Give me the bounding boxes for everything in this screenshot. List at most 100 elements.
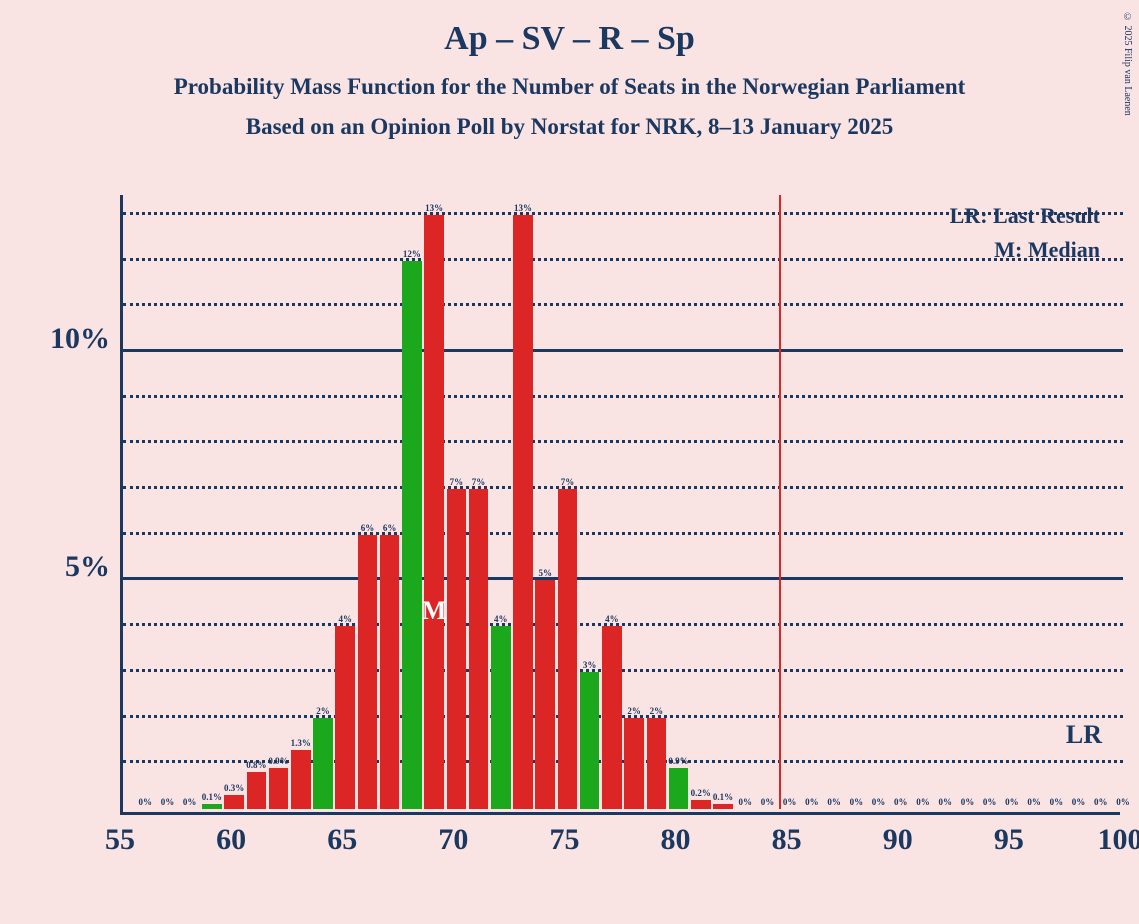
bar xyxy=(535,580,555,809)
bar-value-label: 0.2% xyxy=(691,788,711,798)
chart-subtitle-1: Probability Mass Function for the Number… xyxy=(0,58,1139,100)
bar-value-label: 0.1% xyxy=(713,792,733,802)
bar-value-label: 0% xyxy=(850,797,864,807)
bar-value-label: 0% xyxy=(761,797,775,807)
bar-value-label: 0% xyxy=(916,797,930,807)
bar xyxy=(647,718,667,809)
bar xyxy=(291,750,311,809)
bar-value-label: 7% xyxy=(472,477,486,487)
gridline-minor xyxy=(123,440,1123,443)
bar xyxy=(447,489,467,809)
bar xyxy=(691,800,711,809)
bar-value-label: 0% xyxy=(1027,797,1041,807)
bar-value-label: 4% xyxy=(338,614,352,624)
bar xyxy=(558,489,578,809)
bar-value-label: 0% xyxy=(872,797,886,807)
gridline-minor xyxy=(123,258,1123,261)
x-axis-label: 85 xyxy=(772,823,802,857)
bar-value-label: 6% xyxy=(383,523,397,533)
chart-area: 0%0%0%0.1%0.3%0.8%0.9%1.3%2%4%6%6%12%13%… xyxy=(120,195,1120,815)
gridline-minor xyxy=(123,395,1123,398)
bar-value-label: 5% xyxy=(538,568,552,578)
x-axis-label: 55 xyxy=(105,823,135,857)
bar xyxy=(202,804,222,809)
legend-last-result: LR: Last Result xyxy=(950,203,1100,229)
gridline-minor xyxy=(123,486,1123,489)
bar-value-label: 0.1% xyxy=(202,792,222,802)
gridline-minor xyxy=(123,669,1123,672)
bar xyxy=(358,535,378,809)
bar xyxy=(669,768,689,809)
chart-title: Ap – SV – R – Sp xyxy=(0,0,1139,58)
bar-value-label: 2% xyxy=(650,706,664,716)
bar-value-label: 7% xyxy=(561,477,575,487)
bar-value-label: 0% xyxy=(138,797,152,807)
bar-value-label: 0% xyxy=(827,797,841,807)
bar-value-label: 0% xyxy=(961,797,975,807)
bar-value-label: 0.9% xyxy=(668,756,688,766)
bar xyxy=(624,718,644,809)
bar-value-label: 0% xyxy=(161,797,175,807)
bar-value-label: 0% xyxy=(1050,797,1064,807)
x-axis-label: 100 xyxy=(1098,823,1139,857)
x-axis-label: 90 xyxy=(883,823,913,857)
bar-value-label: 0% xyxy=(805,797,819,807)
bar xyxy=(402,261,422,809)
bar-value-label: 2% xyxy=(627,706,641,716)
bar xyxy=(224,795,244,809)
bar xyxy=(424,215,444,809)
bar xyxy=(491,626,511,809)
gridline-minor xyxy=(123,532,1123,535)
gridline-major xyxy=(123,349,1123,352)
bar xyxy=(247,772,267,809)
x-axis-label: 60 xyxy=(216,823,246,857)
gridline-major xyxy=(123,577,1123,580)
x-axis-label: 70 xyxy=(438,823,468,857)
bar-value-label: 7% xyxy=(450,477,464,487)
bar-value-label: 13% xyxy=(425,203,443,213)
bar-value-label: 12% xyxy=(403,249,421,259)
bar xyxy=(713,804,733,809)
gridline-minor xyxy=(123,303,1123,306)
bar-value-label: 0.3% xyxy=(224,783,244,793)
bar xyxy=(513,215,533,809)
bar-value-label: 2% xyxy=(316,706,330,716)
bar-value-label: 4% xyxy=(605,614,619,624)
bar xyxy=(313,718,333,809)
x-axis-label: 80 xyxy=(661,823,691,857)
bar xyxy=(269,768,289,809)
y-axis-label: 5% xyxy=(65,550,110,584)
bar-value-label: 6% xyxy=(361,523,375,533)
chart-subtitle-2: Based on an Opinion Poll by Norstat for … xyxy=(0,100,1139,140)
bar xyxy=(469,489,489,809)
bar xyxy=(580,672,600,809)
last-result-line xyxy=(779,195,781,809)
median-marker: M xyxy=(422,596,447,626)
bar-value-label: 3% xyxy=(583,660,597,670)
bar-value-label: 0% xyxy=(983,797,997,807)
y-axis-label: 10% xyxy=(50,322,110,356)
bar-value-label: 4% xyxy=(494,614,508,624)
bar-value-label: 0% xyxy=(1005,797,1019,807)
gridline-minor xyxy=(123,623,1123,626)
bar-value-label: 0.9% xyxy=(268,756,288,766)
bar-value-label: 0% xyxy=(1094,797,1108,807)
x-axis-label: 95 xyxy=(994,823,1024,857)
bar xyxy=(380,535,400,809)
bar-value-label: 0% xyxy=(1072,797,1086,807)
bar-value-label: 0% xyxy=(938,797,952,807)
bar-value-label: 0% xyxy=(738,797,752,807)
bar-value-label: 0% xyxy=(783,797,797,807)
gridline-minor xyxy=(123,715,1123,718)
bar-value-label: 0% xyxy=(894,797,908,807)
bar-value-label: 0% xyxy=(1116,797,1130,807)
bar-value-label: 0.8% xyxy=(246,760,266,770)
copyright-label: © 2025 Filip van Laenen xyxy=(1122,12,1133,116)
plot-region: 0%0%0%0.1%0.3%0.8%0.9%1.3%2%4%6%6%12%13%… xyxy=(120,195,1120,815)
bar xyxy=(335,626,355,809)
bar-value-label: 0% xyxy=(183,797,197,807)
x-axis-label: 75 xyxy=(549,823,579,857)
legend-median: M: Median xyxy=(994,237,1100,263)
bar-value-label: 13% xyxy=(514,203,532,213)
x-axis-label: 65 xyxy=(327,823,357,857)
